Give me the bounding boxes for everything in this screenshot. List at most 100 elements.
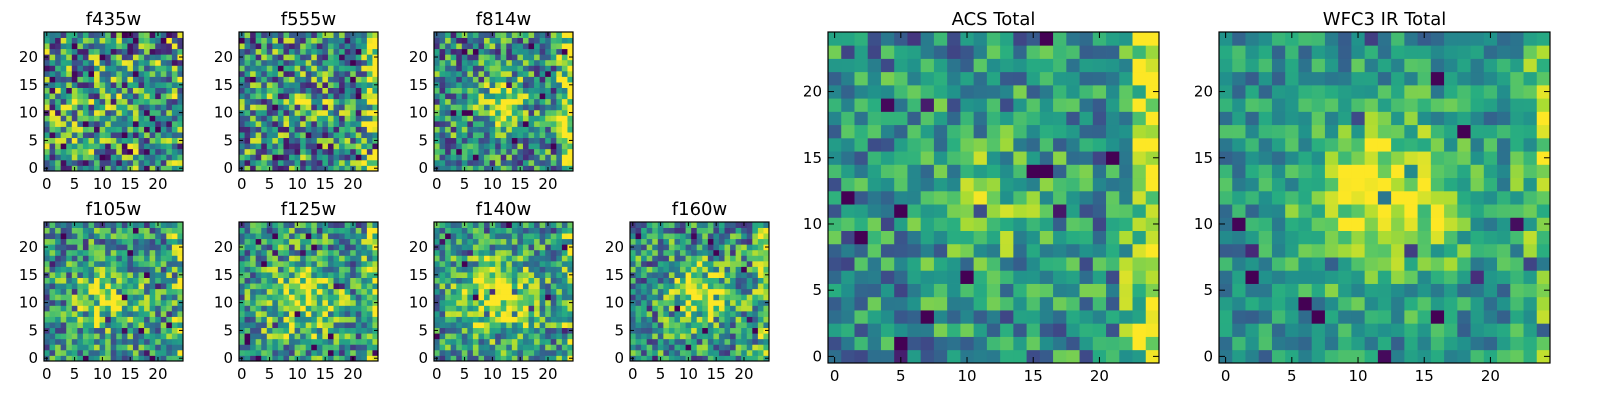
heatmap-cell bbox=[316, 277, 323, 284]
heatmap-cell bbox=[741, 299, 748, 306]
heatmap-cell bbox=[127, 120, 134, 127]
heatmap-cell bbox=[713, 338, 720, 345]
heatmap-cell bbox=[277, 266, 284, 273]
heatmap-cell bbox=[757, 288, 764, 295]
heatmap-cell bbox=[528, 283, 535, 290]
heatmap-cell bbox=[960, 283, 975, 298]
heatmap-cell bbox=[495, 82, 502, 88]
heatmap-cell bbox=[894, 164, 908, 179]
heatmap-cell bbox=[149, 322, 156, 329]
heatmap-cell bbox=[88, 333, 95, 340]
heatmap-cell bbox=[646, 277, 653, 284]
heatmap-cell bbox=[894, 336, 908, 351]
heatmap-cell bbox=[550, 143, 557, 150]
heatmap-cell bbox=[1013, 243, 1027, 258]
heatmap-cell bbox=[177, 70, 184, 77]
heatmap-cell bbox=[506, 227, 513, 234]
heatmap-cell bbox=[327, 109, 334, 116]
heatmap-cell bbox=[663, 322, 670, 329]
heatmap-cell bbox=[55, 233, 62, 240]
heatmap-cell bbox=[149, 299, 156, 306]
heatmap-cell bbox=[244, 109, 251, 116]
heatmap-cell bbox=[272, 327, 279, 334]
heatmap-cell bbox=[177, 48, 184, 55]
heatmap-cell bbox=[511, 249, 518, 256]
heatmap-cell bbox=[77, 244, 84, 251]
heatmap-cell bbox=[127, 37, 134, 44]
heatmap-cell bbox=[71, 82, 78, 88]
heatmap-cell bbox=[461, 82, 468, 88]
heatmap-cell bbox=[1079, 257, 1094, 271]
heatmap-cell bbox=[121, 120, 128, 127]
heatmap-cell bbox=[105, 43, 112, 50]
heatmap-cell bbox=[652, 238, 659, 245]
heatmap-cell bbox=[366, 37, 373, 44]
heatmap-cell bbox=[166, 305, 173, 312]
heatmap-cell bbox=[528, 316, 535, 323]
heatmap-cell bbox=[534, 109, 541, 116]
heatmap-cell bbox=[461, 277, 468, 284]
heatmap-cell bbox=[545, 344, 552, 351]
heatmap-cell bbox=[305, 277, 312, 284]
heatmap-cell bbox=[522, 310, 529, 317]
heatmap-cell bbox=[344, 272, 351, 278]
heatmap-cell bbox=[60, 37, 67, 44]
heatmap-cell bbox=[763, 322, 770, 329]
heatmap-cell bbox=[1026, 190, 1041, 205]
heatmap-cell bbox=[316, 32, 323, 38]
heatmap-cell bbox=[322, 333, 329, 340]
heatmap-cell bbox=[1053, 323, 1067, 337]
heatmap-cell bbox=[652, 327, 659, 334]
heatmap-cell bbox=[718, 288, 725, 295]
heatmap-cell bbox=[467, 283, 474, 290]
heatmap-cell bbox=[239, 249, 245, 256]
heatmap-cell bbox=[88, 266, 95, 273]
heatmap-cell bbox=[467, 48, 474, 55]
axes-frame bbox=[433, 221, 574, 362]
heatmap-cell bbox=[361, 244, 368, 251]
heatmap-cell bbox=[752, 277, 759, 284]
heatmap-cell bbox=[283, 244, 290, 251]
heatmap-cell bbox=[350, 272, 357, 278]
heatmap-cell bbox=[561, 260, 568, 267]
heatmap-cell bbox=[82, 82, 89, 88]
heatmap-cell bbox=[517, 82, 524, 88]
heatmap-cell bbox=[55, 249, 62, 256]
heatmap-cell bbox=[746, 349, 753, 356]
heatmap-cell bbox=[439, 70, 446, 77]
heatmap-cell bbox=[289, 104, 295, 111]
heatmap-cell bbox=[545, 143, 552, 150]
heatmap-cell bbox=[506, 238, 513, 245]
heatmap-cell bbox=[841, 283, 855, 298]
heatmap-cell bbox=[556, 310, 563, 317]
heatmap-cell bbox=[561, 32, 568, 38]
heatmap-cell bbox=[1053, 230, 1067, 245]
heatmap-cell bbox=[517, 37, 524, 44]
heatmap-cell bbox=[478, 70, 485, 77]
heatmap-cell bbox=[311, 104, 318, 111]
heatmap-cell bbox=[127, 109, 134, 116]
heatmap-cell bbox=[439, 310, 446, 317]
heatmap-cell bbox=[691, 283, 698, 290]
heatmap-cell bbox=[907, 257, 922, 271]
heatmap-cell bbox=[500, 154, 507, 161]
heatmap-cell bbox=[741, 277, 748, 284]
heatmap-cell bbox=[300, 59, 307, 66]
heatmap-cell bbox=[66, 154, 73, 161]
heatmap-cell bbox=[327, 338, 334, 345]
heatmap-cell bbox=[294, 93, 301, 100]
heatmap-cell bbox=[149, 310, 156, 317]
heatmap-cell bbox=[472, 137, 479, 144]
heatmap-cell bbox=[339, 260, 346, 267]
heatmap-cell bbox=[718, 355, 725, 362]
heatmap-cell bbox=[300, 93, 307, 100]
heatmap-cell bbox=[361, 288, 368, 295]
heatmap-cell bbox=[49, 104, 56, 111]
heatmap-cell bbox=[49, 227, 56, 234]
heatmap-cell bbox=[663, 266, 670, 273]
heatmap-cell bbox=[489, 93, 496, 100]
heatmap-cell bbox=[1026, 270, 1041, 284]
heatmap-cell bbox=[484, 333, 490, 340]
heatmap-cell bbox=[534, 65, 541, 72]
heatmap-cell bbox=[641, 272, 648, 278]
